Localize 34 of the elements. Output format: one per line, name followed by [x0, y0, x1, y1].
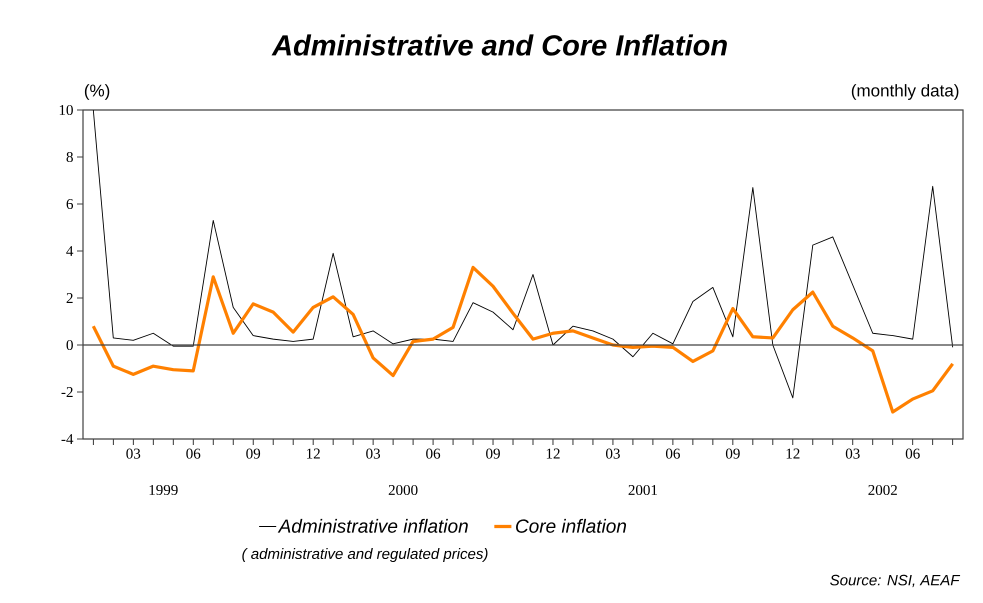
- x-tick-label: 03: [846, 448, 860, 459]
- x-tick-label: 12: [306, 448, 320, 458]
- x-tick-label: 06: [906, 448, 920, 459]
- x-tick-label: 06: [186, 448, 200, 459]
- y-tick-label: 10: [60, 104, 73, 116]
- chart-title: Administrative and Core Inflation: [272, 34, 727, 56]
- chart-subtitle: (monthly data): [852, 84, 958, 100]
- y-tick-label: 2: [66, 293, 73, 303]
- x-tick-label: 09: [246, 448, 260, 459]
- x-tick-label: 09: [726, 448, 740, 459]
- text: ( administrative and regulated prices): [242, 548, 488, 562]
- x-tick-label: 03: [606, 448, 620, 459]
- text: 2001: [628, 484, 658, 496]
- x-tick-label: 12: [786, 448, 800, 458]
- legend-label: Administrative inflation: [278, 518, 468, 533]
- text: 2002: [868, 484, 897, 496]
- source-note: Source: NSI, AEAF: [830, 574, 960, 588]
- x-tick-label: 06: [666, 448, 680, 459]
- legend-label: Core inflation: [516, 518, 626, 533]
- y-tick-label: 4: [66, 246, 74, 256]
- x-tick-label: 06: [426, 448, 440, 459]
- x-tick-label: 03: [366, 448, 380, 459]
- line-series: [92, 266, 954, 414]
- y-axis-title: (%): [84, 84, 110, 100]
- x-tick-label: 03: [126, 448, 140, 459]
- y-tick-label: -4: [62, 434, 74, 444]
- text: 1999: [150, 484, 178, 496]
- y-tick-label: 0: [66, 340, 73, 350]
- x-tick-label: 09: [486, 448, 500, 459]
- text: 2000: [388, 484, 418, 496]
- y-tick-label: 6: [66, 198, 74, 210]
- y-tick-label: 8: [66, 152, 73, 162]
- x-tick-label: 12: [546, 448, 560, 458]
- y-tick-label: -2: [62, 387, 73, 397]
